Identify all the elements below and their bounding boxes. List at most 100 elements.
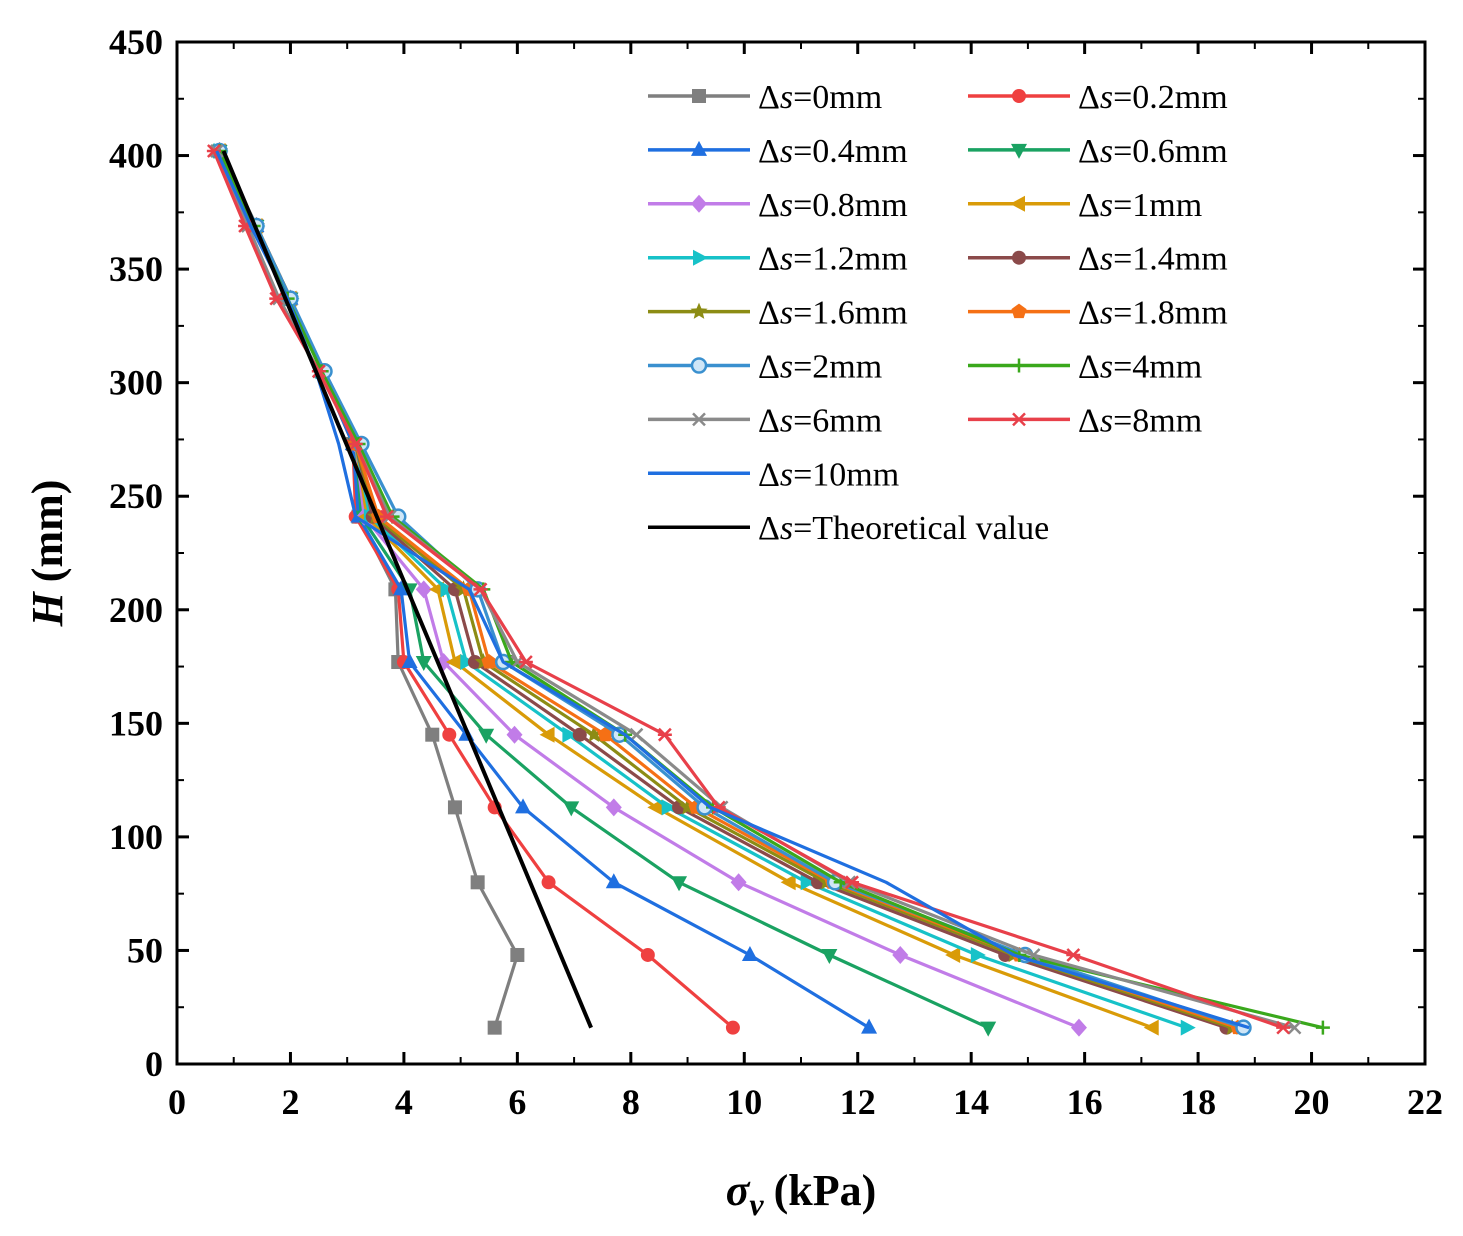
legend-value: =1.6mm xyxy=(793,295,908,332)
point-marker xyxy=(640,947,655,962)
legend-value: =4mm xyxy=(1113,349,1202,386)
point-marker xyxy=(1070,1018,1087,1037)
x-tick-label: 14 xyxy=(953,1082,989,1122)
legend-value: =2mm xyxy=(793,349,882,386)
point-marker xyxy=(690,357,708,374)
legend-var: s xyxy=(1100,133,1113,170)
legend-delta: Δ xyxy=(758,295,780,332)
point-marker xyxy=(1011,143,1027,159)
point-marker xyxy=(1180,1019,1196,1036)
legend-item: Δs=0mm xyxy=(648,79,882,116)
y-tick-label: 350 xyxy=(109,249,163,289)
point-marker xyxy=(741,945,758,961)
point-marker xyxy=(780,874,796,891)
legend-delta: Δ xyxy=(758,349,780,386)
legend-value: =0.8mm xyxy=(793,187,908,224)
point-marker xyxy=(692,412,706,427)
point-marker xyxy=(1012,89,1026,103)
legend-var: s xyxy=(780,456,793,493)
y-axis-unit: (mm) xyxy=(23,480,72,583)
legend-label: Δs=1mm xyxy=(1078,187,1202,224)
legend-label: Δs=1.6mm xyxy=(758,295,908,332)
point-marker xyxy=(440,581,456,598)
legend-delta: Δ xyxy=(1078,349,1100,386)
legend-item: Δs=8mm xyxy=(968,402,1202,439)
point-marker xyxy=(605,873,622,889)
x-axis-title: σv (kPa) xyxy=(726,1166,877,1222)
legend-value: =Theoretical value xyxy=(793,510,1049,547)
legend-item: Δs=6mm xyxy=(648,402,882,439)
legend-var: s xyxy=(1100,241,1113,278)
legend-label: Δs=10mm xyxy=(758,456,899,493)
legend-label: Δs=0.4mm xyxy=(758,133,908,170)
point-marker xyxy=(515,798,532,814)
point-marker xyxy=(425,727,440,742)
point-marker xyxy=(690,302,708,319)
legend-delta: Δ xyxy=(1078,295,1100,332)
legend-label: Δs=4mm xyxy=(1078,349,1202,386)
legend-value: =1.4mm xyxy=(1113,241,1228,278)
legend-var: s xyxy=(1100,349,1113,386)
point-marker xyxy=(629,727,644,742)
point-marker xyxy=(647,799,663,816)
legend-delta: Δ xyxy=(758,402,780,439)
point-marker xyxy=(821,948,838,964)
legend-item: Δs=10mm xyxy=(648,456,899,493)
point-marker xyxy=(671,876,688,892)
legend-label: Δs=0.8mm xyxy=(758,187,908,224)
y-tick-label: 100 xyxy=(109,817,163,857)
legend-var: s xyxy=(780,510,793,547)
point-marker xyxy=(473,582,488,597)
point-marker xyxy=(597,726,613,742)
point-marker xyxy=(691,140,707,156)
legend-var: s xyxy=(780,79,793,116)
point-marker xyxy=(1315,1020,1330,1035)
point-marker xyxy=(478,728,495,744)
legend-item: Δs=0.6mm xyxy=(968,133,1228,170)
point-marker xyxy=(379,509,394,524)
legend-item: Δs=Theoretical value xyxy=(648,510,1049,547)
legend-label: Δs=8mm xyxy=(1078,402,1202,439)
point-marker xyxy=(1287,1020,1302,1035)
legend-var: s xyxy=(1100,295,1113,332)
legend-label: Δs=0mm xyxy=(758,79,882,116)
point-marker xyxy=(506,725,523,744)
legend-item: Δs=1.2mm xyxy=(648,241,908,278)
legend-delta: Δ xyxy=(758,187,780,224)
legend-label: Δs=1.8mm xyxy=(1078,295,1228,332)
legend-value: =1.2mm xyxy=(793,241,908,278)
legend-item: Δs=0.8mm xyxy=(648,187,908,224)
legend-value: =10mm xyxy=(793,456,899,493)
legend-label: Δs=Theoretical value xyxy=(758,510,1049,547)
legend-label: Δs=2mm xyxy=(758,349,882,386)
series-15 xyxy=(221,150,593,1029)
y-tick-label: 50 xyxy=(127,930,163,970)
y-tick-label: 250 xyxy=(109,476,163,516)
y-tick-label: 0 xyxy=(145,1044,163,1084)
series-layer xyxy=(206,142,1330,1037)
point-marker xyxy=(800,874,816,891)
legend-delta: Δ xyxy=(758,79,780,116)
legend-delta: Δ xyxy=(758,241,780,278)
legend-var: s xyxy=(780,349,793,386)
point-marker xyxy=(691,194,707,213)
legend-delta: Δ xyxy=(1078,79,1100,116)
series-line xyxy=(221,150,593,1029)
legend-var: s xyxy=(1100,79,1113,116)
point-marker xyxy=(510,947,525,962)
legend-delta: Δ xyxy=(1078,241,1100,278)
point-marker xyxy=(269,291,284,306)
legend-item: Δs=0.2mm xyxy=(968,79,1228,116)
point-marker xyxy=(693,249,708,266)
point-marker xyxy=(730,873,747,892)
x-tick-label: 0 xyxy=(168,1082,186,1122)
y-tick-label: 400 xyxy=(109,136,163,176)
point-marker xyxy=(605,798,622,817)
x-axis-unit: (kPa) xyxy=(774,1166,877,1215)
legend-value: =0.2mm xyxy=(1113,79,1228,116)
x-tick-label: 20 xyxy=(1294,1082,1330,1122)
legend-var: s xyxy=(1100,402,1113,439)
x-tick-label: 6 xyxy=(508,1082,526,1122)
legend-delta: Δ xyxy=(758,133,780,170)
